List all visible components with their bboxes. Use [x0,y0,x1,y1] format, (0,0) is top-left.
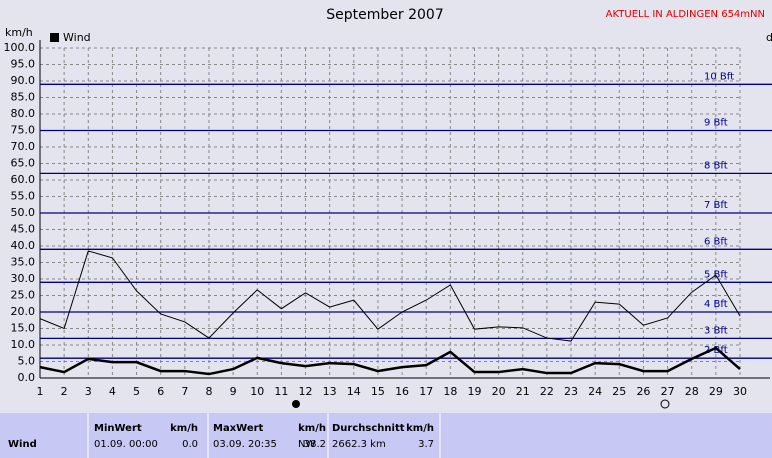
x-tick-label: 25 [612,385,626,398]
x-tick-label: 29 [709,385,723,398]
table-header: km/h [170,423,198,434]
cell: 01.09. 00:00 [94,439,158,450]
series-line [39,250,741,342]
series-line [39,346,741,376]
x-tick-label: 12 [299,385,313,398]
cell: 38.2 [304,439,326,450]
x-tick-label: 11 [274,385,288,398]
y-tick-label: 65.0 [11,157,36,170]
y-tick-label: 60.0 [11,173,36,186]
station-label: AKTUELL IN ALDINGEN 654mNN [606,9,765,20]
y-axis-label: km/h [5,26,33,39]
x-tick-label: 14 [347,385,361,398]
y-tick-label: 90.0 [11,74,36,87]
x-tick-label: 7 [181,385,188,398]
y-tick-label: 55.0 [11,190,36,203]
moon-icon [292,400,300,408]
x-tick-label: 16 [395,385,409,398]
table-header: Durchschnitt [332,423,405,434]
y-tick-label: 70.0 [11,140,36,153]
x-tick-label: 10 [250,385,264,398]
table-bg [0,413,772,458]
x-tick-label: 5 [133,385,140,398]
right-axis-label: d [766,31,772,44]
x-tick-label: 26 [636,385,650,398]
legend-swatch [50,33,59,42]
bft-label: 10 Bft [704,71,734,82]
y-tick-label: 30.0 [11,272,36,285]
y-tick-label: 100.0 [4,41,36,54]
x-tick-label: 2 [61,385,68,398]
cell: NW [298,439,315,450]
x-tick-label: 18 [443,385,457,398]
y-tick-label: 5.0 [18,355,36,368]
x-tick-label: 3 [85,385,92,398]
y-tick-label: 80.0 [11,107,36,120]
cell: 3.7 [418,439,434,450]
y-tick-label: 40.0 [11,239,36,252]
y-tick-label: 50.0 [11,206,36,219]
bft-label: 3 Bft [704,325,728,336]
x-tick-label: 19 [467,385,481,398]
y-tick-label: 35.0 [11,256,36,269]
x-tick-label: 8 [205,385,212,398]
x-tick-label: 9 [230,385,237,398]
table-header: MaxWert [213,423,264,434]
row-label: Wind [8,439,37,450]
x-tick-label: 1 [37,385,44,398]
x-tick-label: 23 [564,385,578,398]
y-tick-label: 45.0 [11,223,36,236]
bft-label: 6 Bft [704,236,728,247]
x-tick-label: 27 [661,385,675,398]
bft-label: 2 Bft [704,345,728,356]
chart-title: September 2007 [326,7,443,23]
y-tick-label: 75.0 [11,124,36,137]
legend-label: Wind [63,31,91,44]
x-tick-label: 13 [323,385,337,398]
y-tick-label: 10.0 [11,338,36,351]
y-tick-label: 95.0 [11,58,36,71]
cell: 0.0 [182,439,198,450]
x-tick-label: 4 [109,385,116,398]
x-tick-label: 28 [685,385,699,398]
bft-label: 4 Bft [704,299,728,310]
bft-label: 9 Bft [704,118,728,129]
y-tick-label: 85.0 [11,91,36,104]
x-tick-label: 30 [733,385,747,398]
cell: 2662.3 km [332,439,386,450]
y-tick-label: 0.0 [18,371,36,384]
x-tick-label: 20 [492,385,506,398]
x-tick-label: 21 [516,385,530,398]
bft-label: 7 Bft [704,200,728,211]
table: MinWert km/h MaxWert km/h Durchschnitt k… [0,413,772,458]
y-tick-label: 20.0 [11,305,36,318]
y-tick-label: 15.0 [11,322,36,335]
table-header: km/h [298,423,326,434]
x-tick-label: 22 [540,385,554,398]
x-tick-label: 17 [419,385,433,398]
table-header: MinWert [94,423,142,434]
moon-icon [660,399,670,409]
y-tick-label: 25.0 [11,289,36,302]
x-tick-label: 6 [157,385,164,398]
cell: 03.09. 20:35 [213,439,277,450]
table-header: km/h [406,423,434,434]
x-tick-label: 15 [371,385,385,398]
x-tick-label: 24 [588,385,602,398]
bft-label: 8 Bft [704,160,728,171]
